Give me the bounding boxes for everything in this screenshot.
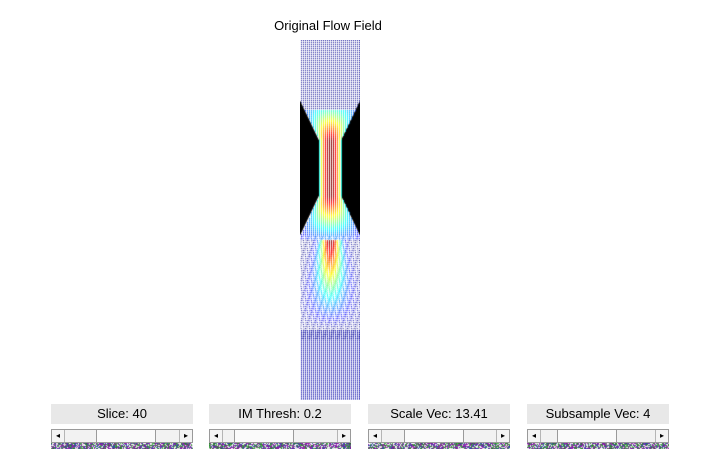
subsample-vec-label: Subsample Vec: 4 xyxy=(527,404,669,424)
subsample-vec-right-arrow-icon[interactable]: ▸ xyxy=(655,430,668,442)
plot-title: Original Flow Field xyxy=(274,18,382,33)
im-thresh-control: IM Thresh: 0.2 ◂ ▸ xyxy=(209,404,351,449)
slice-right-arrow-icon[interactable]: ▸ xyxy=(179,430,192,442)
scale-vec-left-arrow-icon[interactable]: ◂ xyxy=(369,430,382,442)
scale-vec-right-arrow-icon[interactable]: ▸ xyxy=(496,430,509,442)
subsample-vec-slider-thumb[interactable] xyxy=(557,430,618,442)
im-thresh-slider-thumb[interactable] xyxy=(233,430,294,442)
subsample-vec-control: Subsample Vec: 4 ◂ ▸ xyxy=(527,404,669,449)
subsample-vec-slider[interactable]: ◂ ▸ xyxy=(527,429,669,443)
slice-left-arrow-icon[interactable]: ◂ xyxy=(52,430,65,442)
scale-vec-label: Scale Vec: 13.41 xyxy=(368,404,510,424)
scale-vec-slider-thumb[interactable] xyxy=(404,430,465,442)
scale-vec-slider[interactable]: ◂ ▸ xyxy=(368,429,510,443)
im-thresh-slider-artifact xyxy=(209,443,351,449)
im-thresh-right-arrow-icon[interactable]: ▸ xyxy=(337,430,350,442)
slice-label: Slice: 40 xyxy=(51,404,193,424)
flow-field-plot xyxy=(300,40,360,400)
slice-control: Slice: 40 ◂ ▸ xyxy=(51,404,193,449)
subsample-vec-slider-artifact xyxy=(527,443,669,449)
subsample-vec-left-arrow-icon[interactable]: ◂ xyxy=(528,430,541,442)
slice-slider-thumb[interactable] xyxy=(95,430,156,442)
im-thresh-label: IM Thresh: 0.2 xyxy=(209,404,351,424)
im-thresh-left-arrow-icon[interactable]: ◂ xyxy=(210,430,223,442)
scale-vec-slider-artifact xyxy=(368,443,510,449)
im-thresh-slider[interactable]: ◂ ▸ xyxy=(209,429,351,443)
scale-vec-control: Scale Vec: 13.41 ◂ ▸ xyxy=(368,404,510,449)
slice-slider-artifact xyxy=(51,443,193,449)
slice-slider[interactable]: ◂ ▸ xyxy=(51,429,193,443)
